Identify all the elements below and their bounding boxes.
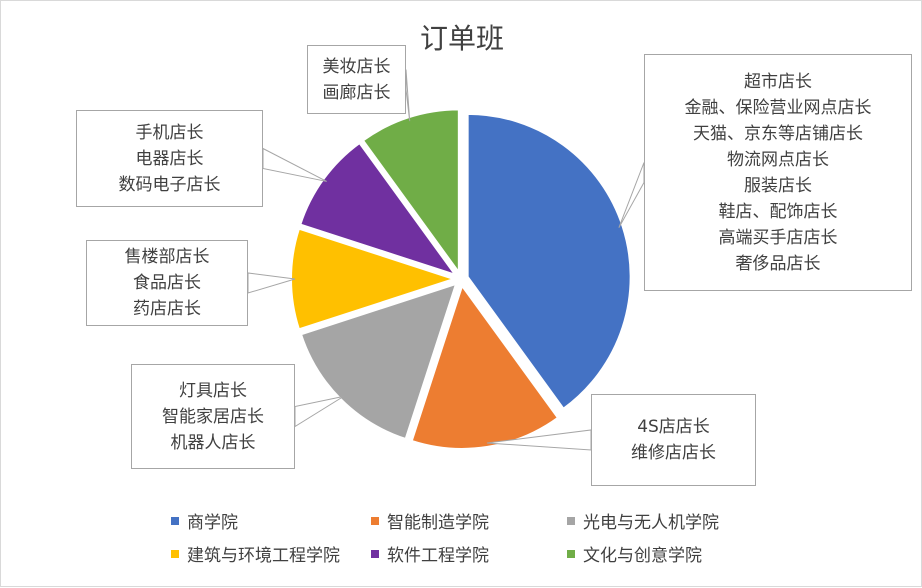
data-label-line: 画廊店长 (322, 82, 391, 103)
data-label-software-engineering: 手机店长电器店长数码电子店长 (76, 110, 263, 207)
data-label-optoelectronics-uav: 灯具店长智能家居店长 机器人店长 (131, 364, 295, 469)
legend-item-optoelectronics-uav: 光电与无人机学院 (567, 508, 719, 533)
data-label-line: 4S店店长 (637, 417, 710, 437)
legend-item-architecture-environment: 建筑与环境工程学院 (171, 541, 340, 566)
legend-swatch (171, 516, 179, 525)
data-label-business: 超市店长金融、保险营业网点店长 天猫、京东等店铺店长 物流网点店长 服装店长鞋店、配饰… (644, 54, 912, 291)
data-label-line: 售楼部店长 (124, 247, 210, 267)
data-label-line: 天猫、京东等店铺店长 (693, 123, 863, 144)
legend-swatch (567, 549, 575, 558)
data-label-culture-creative: 美妆店长 画廊店长 (307, 45, 406, 114)
data-label-line: 高端买手店店长 (718, 227, 838, 248)
legend-label: 建筑与环境工程学院 (187, 546, 340, 566)
callout-pointer-software-engineering (262, 147, 327, 182)
data-label-line: 智能家居店长 (162, 406, 264, 427)
callout-pointer-culture-creative (405, 69, 411, 122)
callout-pointer-architecture-environment (247, 272, 296, 294)
data-label-line: 奢侈品店长 (735, 253, 821, 274)
data-label-line: 物流网点店长 (727, 149, 829, 170)
data-label-line: 电器店长 (135, 148, 204, 169)
callout-pointer-business (618, 162, 645, 228)
data-label-smart-manufacturing: 4S店店长维修店店长 (591, 394, 756, 486)
legend-item-software-engineering: 软件工程学院 (371, 541, 489, 566)
pie-slice-smart-manufacturing (410, 283, 560, 450)
data-label-line: 超市店长 (744, 71, 812, 92)
pie-slice-optoelectronics-uav (299, 282, 458, 441)
legend-label: 商学院 (187, 513, 238, 533)
legend-item-culture-creative: 文化与创意学院 (567, 541, 702, 566)
chart-title: 订单班 (419, 22, 504, 55)
data-label-line: 服装店长 (744, 175, 812, 196)
data-label-line: 美妆店长 (322, 56, 391, 77)
legend-label: 智能制造学院 (387, 513, 489, 533)
data-label-line: 药店店长 (133, 299, 201, 319)
data-label-architecture-environment: 售楼部店长食品店长药店店长 (86, 240, 248, 326)
data-label-line: 金融、保险营业网点店长 (684, 97, 872, 118)
data-label-line: 食品店长 (133, 273, 201, 293)
pie-slice-software-engineering (299, 141, 458, 277)
data-label-line: 维修店店长 (631, 443, 716, 463)
legend-item-smart-manufacturing: 智能制造学院 (371, 508, 489, 533)
pie-slice-business (466, 112, 632, 411)
data-label-line: 机器人店长 (170, 432, 256, 453)
data-label-line: 数码电子店长 (118, 174, 221, 195)
data-label-line: 手机店长 (135, 122, 204, 143)
legend-label: 文化与创意学院 (583, 546, 702, 566)
data-label-line: 灯具店长 (179, 380, 247, 401)
legend-item-business: 商学院 (171, 508, 238, 533)
pie-slice-culture-creative (361, 108, 460, 276)
legend-swatch (567, 516, 575, 525)
legend-swatch (171, 549, 179, 558)
legend-label: 光电与无人机学院 (583, 513, 719, 533)
legend-swatch (371, 516, 379, 525)
callout-pointer-optoelectronics-uav (294, 395, 344, 428)
data-label-line: 鞋店、配饰店长 (718, 201, 838, 222)
legend-swatch (371, 549, 379, 558)
legend-label: 软件工程学院 (387, 546, 489, 566)
